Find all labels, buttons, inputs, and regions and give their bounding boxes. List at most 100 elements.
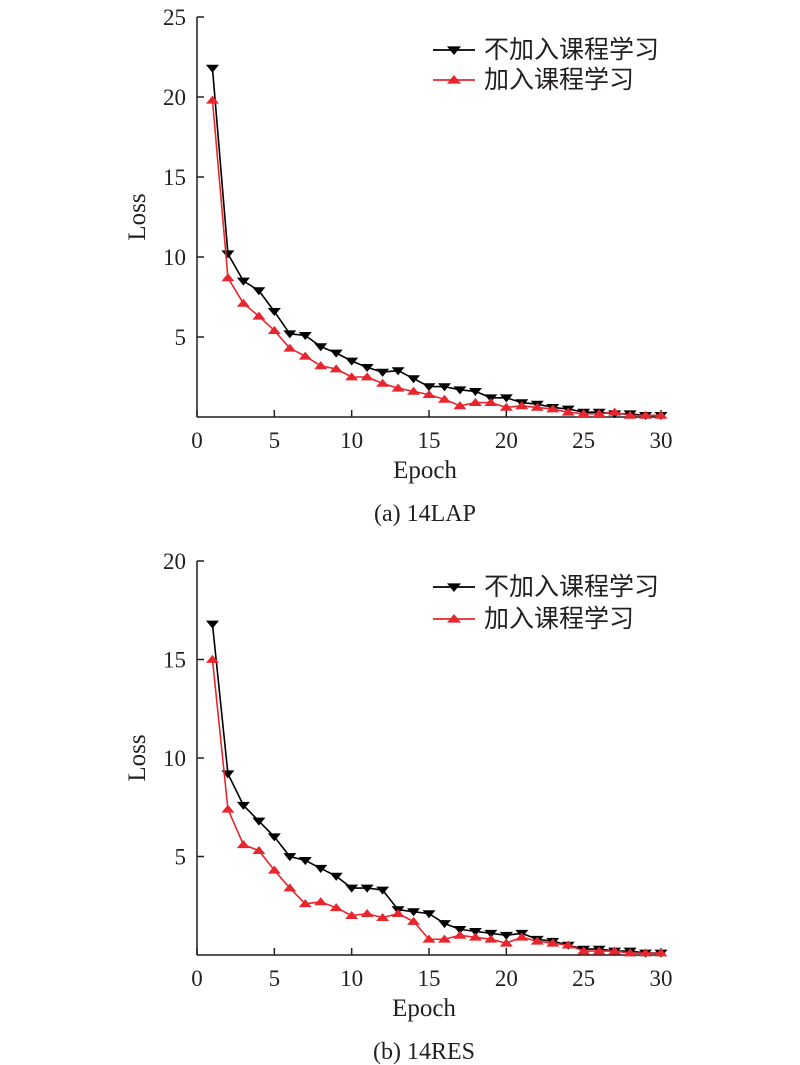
- data-point-series-1: [252, 287, 266, 296]
- legend-label-series-1: 不加入课程学习: [484, 35, 659, 64]
- data-point-series-1: [205, 64, 219, 73]
- data-point-series-2: [298, 899, 312, 908]
- data-point-series-2: [561, 407, 575, 416]
- data-point-series-2: [236, 840, 250, 849]
- data-point-series-1: [422, 383, 436, 392]
- x-tick-label: 0: [191, 966, 203, 991]
- series-line-2: [211, 100, 661, 417]
- data-point-series-2: [345, 910, 359, 919]
- data-point-series-2: [623, 410, 637, 419]
- data-point-series-2: [515, 932, 529, 941]
- data-point-series-2: [530, 402, 544, 411]
- data-point-series-1: [391, 367, 405, 376]
- data-point-series-2: [639, 410, 653, 419]
- legend-label-series-2: 加入课程学习: [484, 65, 634, 94]
- data-point-series-2: [453, 401, 467, 410]
- data-point-series-2: [360, 372, 374, 381]
- x-tick-label: 10: [340, 966, 363, 991]
- series-line-2: [211, 659, 661, 954]
- data-point-series-2: [205, 95, 219, 104]
- data-point-series-1: [484, 929, 498, 938]
- data-point-series-2: [422, 934, 436, 943]
- data-point-series-2: [221, 273, 235, 282]
- legend-label-series-1: 不加入课程学习: [484, 572, 659, 601]
- y-tick-label: 5: [175, 325, 187, 350]
- data-point-series-1: [468, 927, 482, 936]
- legend-marker-series-1: [447, 46, 461, 55]
- data-point-series-1: [298, 857, 312, 866]
- y-tick-label: 5: [175, 845, 187, 870]
- y-tick-label: 20: [163, 549, 186, 574]
- data-point-series-1: [298, 332, 312, 341]
- x-axis-title: Epoch: [393, 457, 457, 484]
- data-point-series-2: [484, 934, 498, 943]
- data-point-series-2: [654, 410, 668, 419]
- y-tick-label: 10: [163, 746, 186, 771]
- legend-marker-series-2: [447, 614, 461, 623]
- x-tick-label: 15: [418, 966, 441, 991]
- data-point-series-2: [221, 804, 235, 813]
- data-point-series-2: [283, 883, 297, 892]
- data-point-series-1: [376, 886, 390, 895]
- data-point-series-2: [314, 361, 328, 370]
- data-point-series-2: [345, 372, 359, 381]
- legend: 不加入课程学习 加入课程学习: [484, 572, 659, 633]
- series-line-1: [211, 68, 661, 417]
- data-point-series-1: [314, 864, 328, 873]
- x-tick-label: 25: [572, 428, 595, 453]
- data-point-series-1: [407, 375, 421, 384]
- x-tick-label: 30: [650, 966, 673, 991]
- data-point-series-1: [283, 330, 297, 339]
- y-tick-label: 25: [163, 5, 186, 30]
- data-point-series-1: [468, 388, 482, 397]
- data-point-series-2: [267, 325, 281, 334]
- data-point-series-2: [515, 401, 529, 410]
- data-point-series-2: [639, 948, 653, 957]
- data-point-series-1: [499, 394, 513, 403]
- data-point-series-2: [437, 394, 451, 403]
- legend-label-series-2: 加入课程学习: [484, 604, 634, 633]
- data-point-series-2: [360, 908, 374, 918]
- data-point-series-1: [360, 884, 374, 893]
- data-point-series-1: [345, 357, 359, 366]
- data-point-series-1: [205, 620, 219, 629]
- y-tick-label: 10: [163, 245, 186, 270]
- data-point-series-2: [453, 930, 467, 939]
- data-point-series-1: [437, 920, 451, 929]
- y-axis-title: Loss: [124, 193, 151, 240]
- data-point-series-1: [314, 343, 328, 352]
- y-tick-label: 15: [163, 165, 186, 190]
- data-point-series-2: [468, 397, 482, 406]
- data-point-series-2: [391, 383, 405, 392]
- x-tick-label: 15: [418, 428, 441, 453]
- data-point-series-2: [577, 409, 591, 418]
- data-point-series-2: [252, 845, 266, 854]
- data-point-series-1: [360, 364, 374, 373]
- data-point-series-1: [499, 931, 513, 940]
- data-point-series-2: [654, 948, 668, 957]
- y-tick-label: 20: [163, 85, 186, 110]
- legend-marker-series-1: [447, 583, 461, 592]
- chart-panel-b: Loss Epoch (b) 14RES 不加入课程学习 加入课程学习 0 5 10…: [124, 549, 673, 1065]
- data-point-series-2: [236, 298, 250, 307]
- series-line-1: [211, 623, 661, 954]
- data-point-series-1: [422, 910, 436, 919]
- x-tick-label: 10: [340, 428, 363, 453]
- x-tick-label: 20: [495, 428, 518, 453]
- x-tick-label: 30: [650, 428, 673, 453]
- chart-caption: (b) 14RES: [373, 1039, 475, 1065]
- data-point-series-2: [329, 364, 343, 373]
- data-point-series-1: [437, 383, 451, 392]
- data-point-series-2: [437, 934, 451, 943]
- x-tick-label: 5: [269, 428, 281, 453]
- data-point-series-2: [329, 903, 343, 912]
- data-point-series-1: [252, 817, 266, 826]
- x-tick-label: 25: [572, 966, 595, 991]
- data-point-series-2: [499, 938, 513, 947]
- data-point-series-1: [407, 908, 421, 917]
- data-point-series-2: [546, 404, 560, 413]
- chart-panel-a: Loss Epoch (a) 14LAP 不加入课程学习 加入课程学习 0 5 10…: [124, 5, 673, 527]
- data-point-series-1: [236, 277, 250, 286]
- data-point-series-2: [577, 946, 591, 955]
